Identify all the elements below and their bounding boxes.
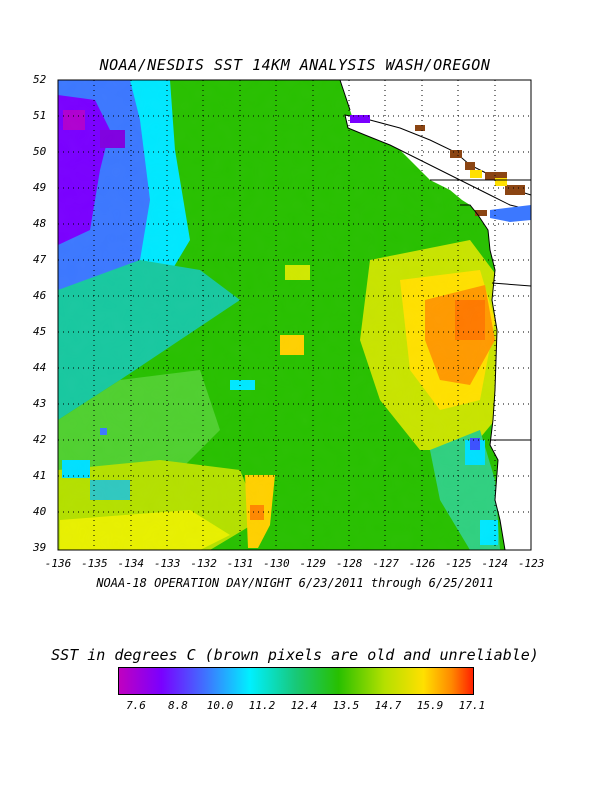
longitude-label: -133 [153, 557, 181, 570]
latitude-label: 45 [33, 325, 47, 338]
latitude-label: 47 [33, 253, 47, 266]
color-scale-label: 8.8 [168, 699, 188, 712]
strait-water [490, 205, 531, 222]
old-pixel-4 [415, 125, 425, 131]
color-scale-label: 13.5 [332, 699, 360, 712]
longitude-label: -124 [481, 557, 509, 570]
longitude-label: -135 [81, 557, 108, 570]
latitude-label: 49 [33, 181, 47, 194]
longitude-label: -131 [226, 557, 254, 570]
longitude-label: -132 [190, 557, 217, 570]
land-mainland [340, 80, 531, 550]
longitude-label: -123 [517, 557, 545, 570]
latitude-label: 46 [33, 289, 47, 302]
latitude-label: 48 [33, 217, 47, 230]
color-scale-label: 7.6 [126, 699, 146, 712]
legend-title: SST in degrees C (brown pixels are old a… [51, 646, 539, 664]
longitude-label: -127 [372, 557, 399, 570]
longitude-label: -136 [44, 557, 72, 570]
latitude-label: 42 [33, 433, 47, 446]
latitude-label: 41 [33, 469, 47, 482]
longitude-label: -129 [299, 557, 327, 570]
latitude-label: 50 [33, 145, 47, 158]
longitude-label: -128 [335, 557, 363, 570]
warm-inlet [470, 170, 482, 178]
color-scale-label: 14.7 [374, 699, 402, 712]
color-scale-label: 15.9 [416, 699, 444, 712]
color-scale-bar [118, 667, 474, 695]
state-border-wa-or [491, 282, 532, 287]
color-scale-label: 12.4 [290, 699, 318, 712]
old-pixel-2 [465, 162, 475, 170]
coastline [339, 79, 506, 551]
longitude-label: -125 [445, 557, 472, 570]
latitude-label: 40 [33, 505, 47, 518]
longitude-label: -130 [263, 557, 290, 570]
purple-inlet [350, 115, 370, 123]
old-pixel-6 [475, 210, 487, 216]
map-title: NOAA/NESDIS SST 14KM ANALYSIS WASH/OREGO… [99, 56, 491, 74]
latitude-label: 52 [33, 73, 47, 86]
sst-map [57, 79, 532, 551]
color-scale-label: 11.2 [248, 699, 276, 712]
latitude-label: 39 [33, 541, 47, 554]
longitude-label: -134 [117, 557, 145, 570]
map-subtitle: NOAA-18 OPERATION DAY/NIGHT 6/23/2011 th… [96, 576, 494, 590]
graticule [58, 80, 531, 550]
color-scale-label: 10.0 [206, 699, 234, 712]
warm-inlet-2 [495, 178, 507, 186]
color-scale-gradient [119, 668, 473, 694]
latitude-label: 51 [33, 109, 47, 122]
old-pixel-5 [505, 185, 525, 195]
latitude-label: 43 [33, 397, 47, 410]
old-pixel [450, 150, 462, 158]
map-frame [57, 79, 532, 551]
longitude-label: -126 [408, 557, 436, 570]
color-scale-label: 17.1 [458, 699, 486, 712]
old-pixel-3 [485, 172, 507, 180]
latitude-label: 44 [33, 361, 47, 374]
